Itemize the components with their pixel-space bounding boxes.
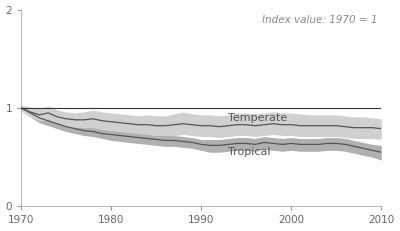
Text: Temperate: Temperate (228, 113, 288, 123)
Text: Tropical: Tropical (228, 147, 271, 157)
Text: Index value: 1970 = 1: Index value: 1970 = 1 (262, 15, 378, 25)
